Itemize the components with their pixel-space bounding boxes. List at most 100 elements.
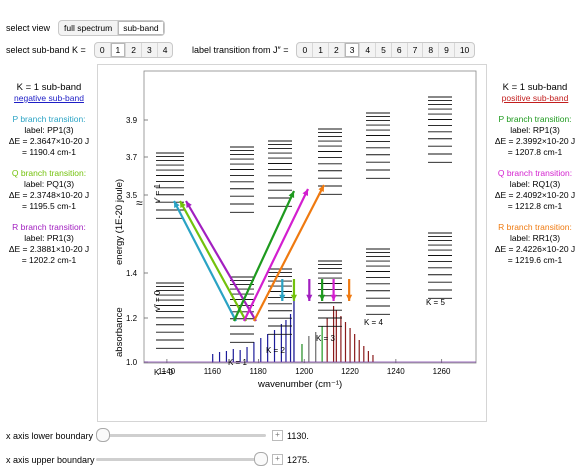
x-upper-thumb[interactable] xyxy=(254,452,268,466)
k-label: select sub-band K = xyxy=(6,45,86,55)
right-info-panel: K = 1 sub-band positive sub-band P branc… xyxy=(488,82,582,266)
x-tick-label: 1220 xyxy=(341,367,359,376)
left-info-panel: K = 1 sub-band negative sub-band P branc… xyxy=(2,82,96,266)
r-branch-neg-arrow-head xyxy=(186,201,192,208)
y-tick-label: 3.7 xyxy=(126,153,138,162)
left-p-wn: = 1190.4 cm-1 xyxy=(22,147,76,157)
view-option-full-spectrum[interactable]: full spectrum xyxy=(59,21,119,35)
left-subheading: negative sub-band xyxy=(14,93,84,103)
j-option-3[interactable]: 3 xyxy=(344,43,361,57)
absorbance-axis-label: absorbance xyxy=(114,307,125,357)
right-p-label: label: RP1(3) xyxy=(510,125,560,135)
left-r-de: ΔE = 2.3881×10-20 J xyxy=(8,244,90,254)
k-sublevel-tag: K = 5 xyxy=(426,298,445,307)
j-label: label transition from J″ = xyxy=(192,45,289,55)
p-branch-neg-arrow xyxy=(173,200,237,322)
j-option-9[interactable]: 9 xyxy=(439,43,455,57)
lower-vibrational-label: v″ = 0 xyxy=(153,290,162,311)
x-tick-label: 1180 xyxy=(249,367,267,376)
x-upper-slider-row: x axis upper boundary + 1275. xyxy=(6,452,310,466)
x-lower-track[interactable] xyxy=(96,428,266,442)
right-q-wn: = 1212.8 cm-1 xyxy=(507,201,563,211)
left-p-label: label: PP1(3) xyxy=(24,125,74,135)
right-r-de: ΔE = 2.4226×10-20 J xyxy=(494,244,576,254)
k-sublevel-tag: K = 4 xyxy=(364,318,383,327)
j-option-1[interactable]: 1 xyxy=(313,43,329,57)
k-sublevel-tag: K = 0 xyxy=(154,368,173,377)
j-option-5[interactable]: 5 xyxy=(376,43,392,57)
k-sublevel-tag: K = 3 xyxy=(316,334,335,343)
y-tick-label: 1.2 xyxy=(126,314,138,323)
k-option-0[interactable]: 0 xyxy=(95,43,111,57)
j-selector: label transition from J″ = 0 1 2 3 4 5 6 7 8 9 10 xyxy=(192,42,476,58)
q-branch-pos-arrow-head xyxy=(302,189,308,196)
q-branch-pos-arrow xyxy=(243,188,309,322)
right-p-wn: = 1207.8 cm-1 xyxy=(507,147,563,157)
right-subheading: positive sub-band xyxy=(501,93,569,103)
p-branch-neg-arrow-head xyxy=(174,201,180,208)
x-upper-label: x axis upper boundary xyxy=(6,454,95,465)
left-r-wn: = 1202.2 cm-1 xyxy=(21,255,77,265)
k-option-2[interactable]: 2 xyxy=(126,43,143,57)
view-label: select view xyxy=(6,23,51,33)
x-lower-value: 1130. xyxy=(287,430,309,441)
right-q-de: ΔE = 2.4092×10-20 J xyxy=(494,190,576,200)
x-upper-track[interactable] xyxy=(96,452,268,466)
left-r-title: R branch transition: xyxy=(12,222,86,232)
j-option-2[interactable]: 2 xyxy=(329,43,345,57)
r-branch-pos-arrow-head xyxy=(318,185,324,192)
y-tick-label: 1.0 xyxy=(126,358,138,367)
k-option-1[interactable]: 1 xyxy=(110,43,127,57)
j-option-8[interactable]: 8 xyxy=(423,43,440,57)
x-lower-thumb[interactable] xyxy=(96,428,110,442)
axis-break-icon: ≈ xyxy=(136,196,143,210)
x-lower-slider-row: x axis lower boundary + 1130. xyxy=(6,428,309,442)
left-q-wn: = 1195.5 cm-1 xyxy=(22,201,76,211)
x-tick-label: 1160 xyxy=(204,367,222,376)
q-branch-neg-arrow-head xyxy=(180,201,186,208)
j-option-10[interactable]: 10 xyxy=(459,45,470,55)
x-tick-label: 1200 xyxy=(295,367,313,376)
right-heading: K = 1 sub-band xyxy=(502,82,568,93)
x-axis-label: wavenumber (cm⁻¹) xyxy=(257,379,342,390)
p-branch-pos-arrow xyxy=(233,190,295,322)
upper-vibrational-label: v′ = 1 xyxy=(153,183,162,203)
j-option-0[interactable]: 0 xyxy=(297,43,314,57)
q-branch-neg-arrow xyxy=(179,200,247,322)
view-option-sub-band[interactable]: sub-band xyxy=(118,21,164,35)
peak-marker-arrow-head xyxy=(306,294,313,301)
left-q-de: ΔE = 2.3748×10-20 J xyxy=(8,190,90,200)
right-p-de: ΔE = 2.3992×10-20 J xyxy=(494,136,576,146)
x-lower-expand-icon[interactable]: + xyxy=(272,430,283,441)
y-tick-label: 3.9 xyxy=(126,116,138,125)
r-branch-pos-arrow xyxy=(253,184,325,322)
r-branch-neg-arrow xyxy=(185,200,257,322)
energy-axis-label: energy (1E-20 joule) xyxy=(114,179,125,265)
j-option-7[interactable]: 7 xyxy=(408,43,424,57)
peak-marker-arrow-head xyxy=(346,294,353,301)
spectrum-plot-panel: 1140 1160 1180 1200 1220 1240 1260 wavenumber (… xyxy=(97,64,487,422)
x-lower-label: x axis lower boundary xyxy=(6,430,94,441)
peak-marker-arrow-head xyxy=(330,294,337,301)
right-p-title: P branch transition: xyxy=(498,114,572,124)
peak-marker-arrow-head xyxy=(279,294,286,301)
x-tick-label: 1260 xyxy=(433,367,451,376)
p-branch-pos-arrow-head xyxy=(288,191,295,198)
left-heading: K = 1 sub-band xyxy=(16,82,82,93)
k-option-4[interactable]: 4 xyxy=(162,45,168,55)
left-p-title: P branch transition: xyxy=(12,114,86,124)
x-tick-label: 1240 xyxy=(387,367,405,376)
right-r-title: R branch transition: xyxy=(498,222,572,232)
j-option-6[interactable]: 6 xyxy=(392,43,408,57)
left-q-label: label: PQ1(3) xyxy=(23,179,75,189)
right-q-title: Q branch transition: xyxy=(497,168,573,178)
left-r-label: label: PR1(3) xyxy=(24,233,74,243)
j-option-4[interactable]: 4 xyxy=(360,43,377,57)
y-tick-label: 3.5 xyxy=(126,191,138,200)
view-toggle: full spectrum sub-band xyxy=(58,20,165,36)
right-r-label: label: RR1(3) xyxy=(509,233,561,243)
k-option-3[interactable]: 3 xyxy=(142,43,158,57)
x-upper-expand-icon[interactable]: + xyxy=(272,454,283,465)
x-upper-value: 1275. xyxy=(287,454,310,465)
